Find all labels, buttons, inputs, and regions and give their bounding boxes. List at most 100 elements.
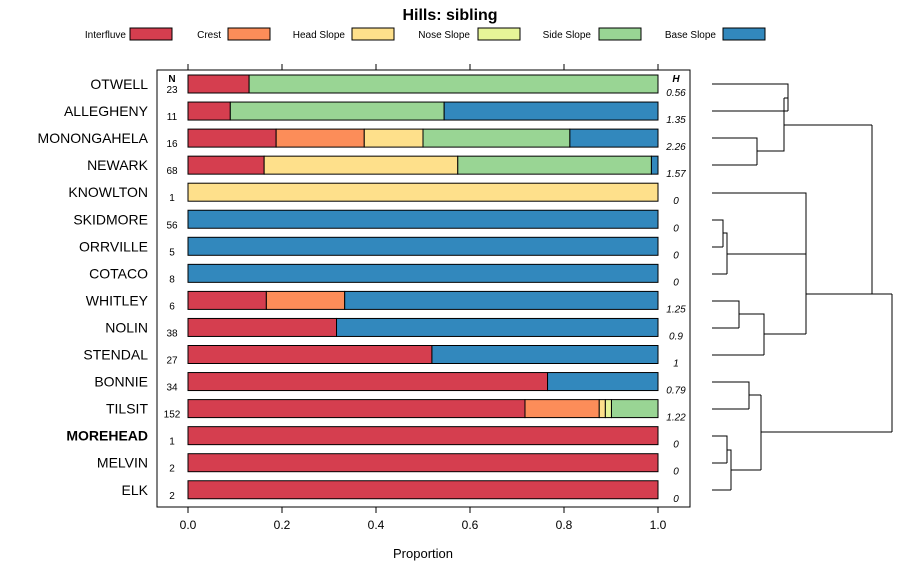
legend-label: Interfluve <box>85 30 127 41</box>
bar-segment <box>187 317 338 337</box>
row-label: ORRVILLE <box>79 238 148 254</box>
dendrogram-branch <box>712 192 807 334</box>
bar-segment <box>265 290 346 310</box>
row-n-value: 2 <box>169 491 175 502</box>
legend-swatch <box>598 27 642 41</box>
row-h-value: 1 <box>673 359 679 370</box>
row-h-value: 0.9 <box>669 331 683 342</box>
row-h-value: 1.25 <box>666 304 686 315</box>
bar-segment <box>547 372 659 392</box>
row-label: OTWELL <box>90 76 148 92</box>
row-h-value: 2.26 <box>665 142 686 153</box>
bar-segment <box>187 453 659 473</box>
bar-segment <box>187 480 659 500</box>
bar-segment <box>524 399 600 419</box>
bar-segment <box>187 372 549 392</box>
bar-segment <box>336 317 659 337</box>
row-label: SKIDMORE <box>73 211 148 227</box>
row-h-value: 0.79 <box>666 386 686 397</box>
row: WHITLEY 6 1.25 <box>86 290 686 315</box>
legend-label: Crest <box>197 30 221 41</box>
bar-segment <box>187 263 659 283</box>
dendrogram-branch <box>712 137 758 165</box>
row-h-value: 0 <box>673 440 679 451</box>
bar-segment <box>431 345 659 364</box>
bar-segment <box>187 426 659 446</box>
bar-segment <box>457 155 652 175</box>
bar-segment <box>422 128 571 148</box>
row: NOLIN 38 0.9 <box>105 317 683 342</box>
legend-swatch <box>129 27 173 41</box>
dendrogram-branch <box>739 313 765 355</box>
bar-segment <box>187 399 526 419</box>
dendrogram-branch <box>712 300 740 328</box>
bar-segment <box>248 74 659 94</box>
row-n-value: 68 <box>166 166 178 177</box>
bar-segment <box>275 128 365 148</box>
row-n-value: 5 <box>169 247 175 258</box>
row-n-value: 1 <box>169 437 175 448</box>
h-column-header: H <box>672 74 680 85</box>
bar-segment <box>187 345 433 364</box>
bar-segment <box>187 182 659 202</box>
x-axis-title: Proportion <box>393 546 453 561</box>
dendrogram-branch <box>727 449 732 490</box>
bar-segment <box>187 128 277 148</box>
row: ALLEGHENY 11 1.35 <box>64 101 686 126</box>
legend-label: Nose Slope <box>418 30 470 41</box>
row: TILSIT 152 1.22 <box>106 399 686 424</box>
bar-segment <box>610 399 659 419</box>
row: SKIDMORE 56 0 <box>73 209 679 234</box>
plot-frame <box>156 69 691 508</box>
dendrogram-branch <box>712 435 728 463</box>
row: OTWELL 23 0.56 <box>90 74 686 99</box>
row-h-value: 1.22 <box>666 413 686 424</box>
x-tick-label: 0.4 <box>368 518 385 532</box>
row-n-value: 16 <box>166 139 178 150</box>
row: BONNIE 34 0.79 <box>94 372 686 397</box>
bar-segment <box>650 155 659 175</box>
legend-swatch <box>722 27 766 41</box>
row-h-value: 0 <box>673 196 679 207</box>
row: COTACO 8 0 <box>89 263 679 288</box>
row-h-value: 0 <box>673 494 679 505</box>
dendrogram-branch <box>712 83 789 111</box>
row-h-value: 0 <box>673 250 679 261</box>
row: MELVIN 2 0 <box>97 453 679 478</box>
dendrogram-branch <box>723 232 728 274</box>
row-h-value: 0 <box>673 277 679 288</box>
row-n-value: 11 <box>167 112 178 123</box>
bar-segment <box>569 128 659 148</box>
legend: Interfluve Crest Head Slope Nose Slope Side … <box>85 27 766 41</box>
row: ELK 2 0 <box>122 480 679 505</box>
row-h-value: 1.57 <box>666 169 686 180</box>
x-tick-label: 0.6 <box>462 518 479 532</box>
bar-segment <box>263 155 459 175</box>
row-label: COTACO <box>89 265 148 281</box>
row-label: NOLIN <box>105 319 148 335</box>
bar-segment <box>604 399 612 419</box>
row-label: NEWARK <box>87 157 149 173</box>
bar-segment <box>363 128 424 148</box>
row-label: MOREHEAD <box>66 428 148 444</box>
row-n-value: 2 <box>169 464 175 475</box>
row-label: BONNIE <box>94 374 148 390</box>
bar-segment <box>187 236 659 256</box>
bar-segment <box>443 101 659 121</box>
row-h-value: 0 <box>673 223 679 234</box>
row-n-value: 8 <box>169 274 175 285</box>
row: STENDAL 27 1 <box>83 345 679 370</box>
legend-label: Side Slope <box>543 30 592 41</box>
legend-swatch <box>477 27 521 41</box>
bar-segment <box>187 290 267 310</box>
legend-label: Base Slope <box>665 30 717 41</box>
row-h-value: 0.56 <box>666 88 686 99</box>
row-n-value: 56 <box>166 220 178 231</box>
row: NEWARK 68 1.57 <box>87 155 686 180</box>
x-axis: 0.0 0.2 0.4 0.6 0.8 1.0 <box>180 64 667 532</box>
row: KNOWLTON 1 0 <box>68 182 679 207</box>
row-h-value: 1.35 <box>666 115 686 126</box>
row-label: TILSIT <box>106 401 148 417</box>
legend-swatch <box>351 27 395 41</box>
